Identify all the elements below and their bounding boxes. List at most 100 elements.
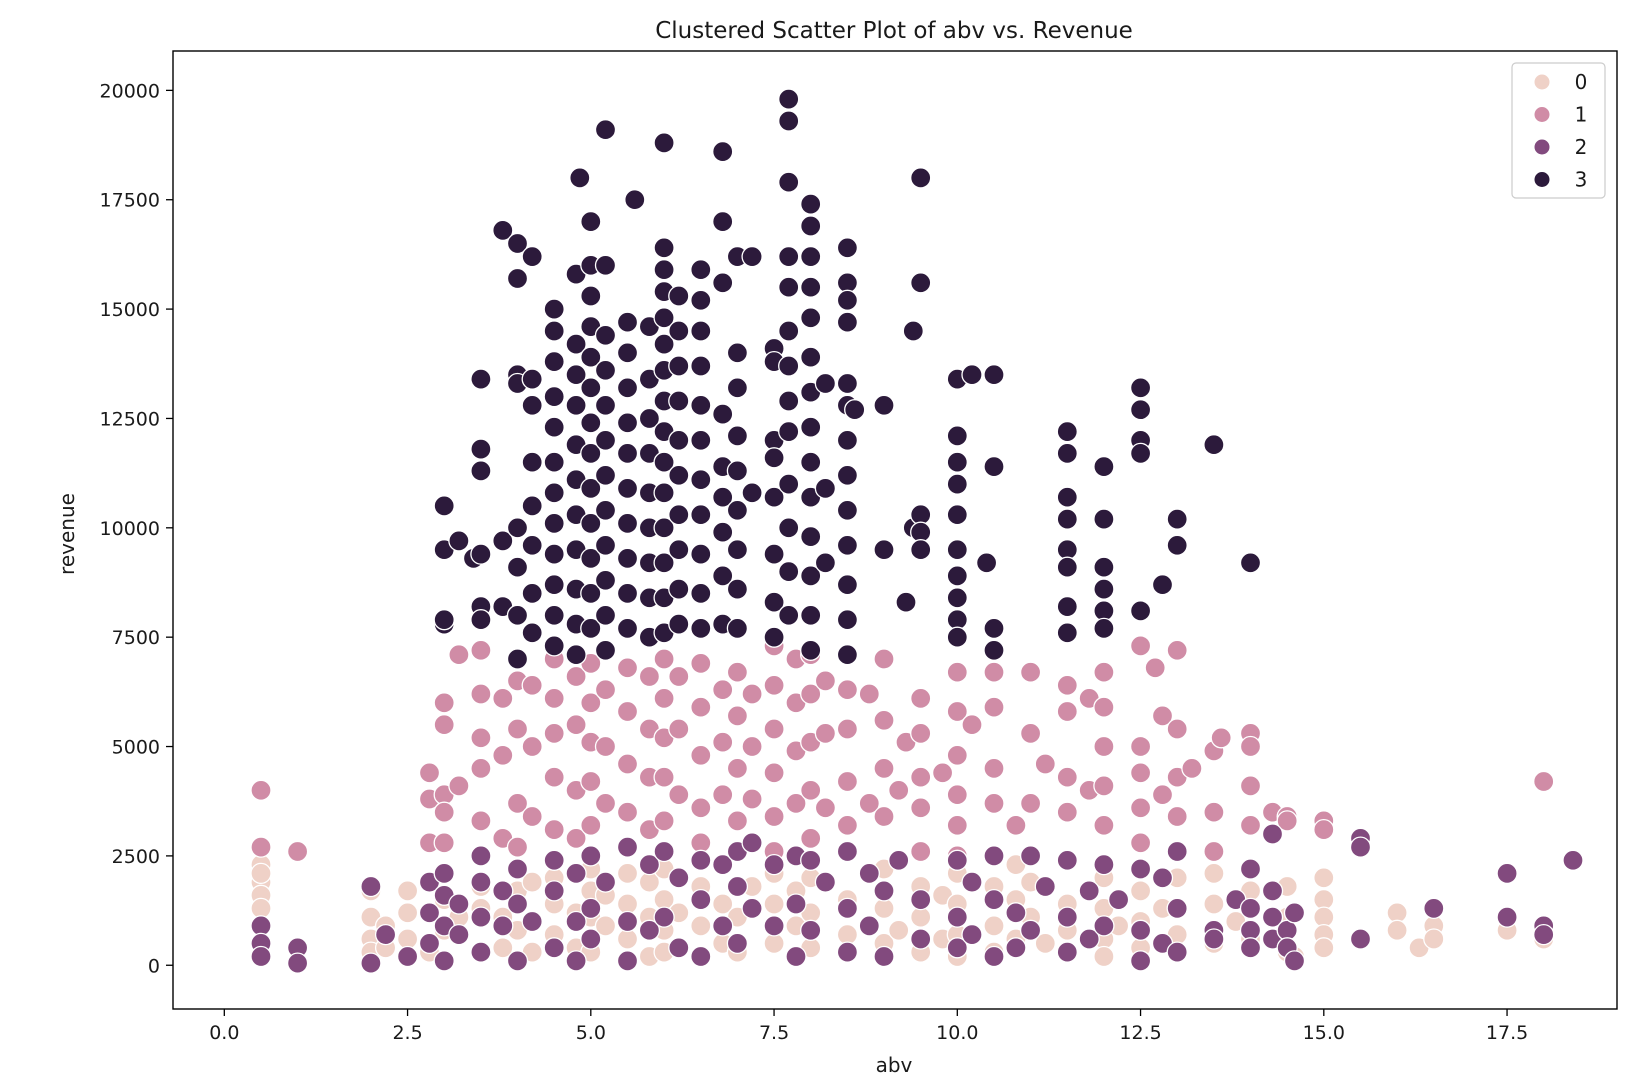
data-point [616,862,639,885]
data-point [873,757,895,780]
y-tick-label: 10000 [100,518,160,540]
data-point [763,893,785,915]
data-point [668,613,690,635]
data-point [902,320,924,342]
data-point [1093,696,1115,718]
data-point [763,486,785,508]
data-point [1166,840,1188,863]
data-point [1056,766,1078,788]
data-point [470,941,492,963]
data-point [690,744,712,766]
data-point [565,644,587,666]
data-point [1144,657,1166,679]
data-point [521,871,543,893]
data-point [1034,932,1056,955]
data-point [374,923,397,946]
data-point [712,403,734,425]
data-point [800,779,822,801]
data-point [873,709,895,731]
data-point [521,245,543,268]
data-point [506,792,529,815]
data-point [594,429,617,451]
data-point [910,722,932,745]
data-point [396,880,419,902]
data-point [668,578,690,600]
data-point [653,307,675,329]
data-point [800,215,822,237]
data-point [668,285,690,307]
data-point [594,119,617,141]
data-point [1093,915,1115,937]
data-point [1093,556,1115,578]
x-tick-label: 2.5 [392,1022,422,1044]
data-point [250,836,272,858]
data-point [873,539,895,561]
data-point [763,853,785,876]
data-point [506,648,529,670]
data-point [653,517,675,539]
data-point [594,735,617,758]
data-point [983,364,1005,386]
data-point [800,525,822,548]
x-tick-label: 0.0 [209,1022,239,1044]
data-point [726,810,749,832]
data-point [800,639,822,661]
data-point [470,368,492,390]
data-point [1093,617,1115,640]
data-point [1239,552,1262,574]
data-point [470,906,492,928]
data-point [565,333,587,355]
data-point [946,849,968,871]
data-point [594,534,617,556]
data-point [726,342,749,364]
data-point [763,447,785,469]
data-point [836,840,859,863]
data-point [543,543,565,565]
legend-marker [1533,171,1551,188]
data-point [1034,753,1056,775]
data-point [638,407,661,430]
data-point [946,425,968,447]
y-tick-label: 0 [148,955,160,977]
data-point [888,849,910,871]
data-point [1093,945,1115,968]
x-tick-label: 10.0 [936,1022,978,1044]
data-point [580,814,602,836]
data-point [543,512,565,535]
data-point [836,464,859,486]
data-point [836,534,859,556]
x-tick-label: 7.5 [759,1022,789,1044]
data-point [778,171,800,193]
y-tick-label: 15000 [100,299,160,321]
data-point [616,311,639,333]
data-point [1005,937,1027,959]
data-point [668,937,690,959]
data-point [396,902,419,924]
data-point [594,254,617,276]
data-point [800,307,822,329]
data-point [726,499,749,521]
data-point [946,504,968,526]
data-point [690,849,712,871]
data-point [668,867,690,889]
data-point [778,390,800,412]
data-point [800,245,822,268]
data-point [961,714,983,736]
data-point [594,464,617,486]
data-point [1034,875,1056,898]
data-point [726,425,749,447]
data-point [1210,727,1232,749]
data-point [983,639,1005,661]
data-point [543,635,565,657]
data-point [946,700,968,723]
data-point [1203,862,1225,885]
data-point [1056,556,1078,578]
data-point [616,657,639,679]
data-point [668,718,690,740]
chart-title: Clustered Scatter Plot of abv vs. Revenu… [655,18,1133,44]
data-point [653,810,675,832]
data-point [1166,897,1188,920]
legend-label: 3 [1575,168,1588,192]
data-point [1496,862,1518,885]
data-point [910,840,932,863]
